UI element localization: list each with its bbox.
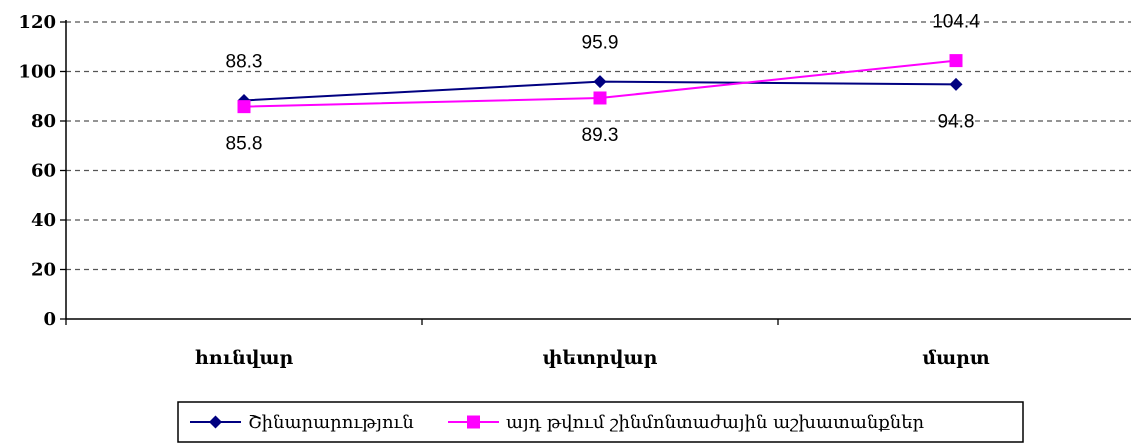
y-tick-label: 100 [18, 62, 56, 83]
data-label: 85.8 [226, 134, 263, 155]
data-point-marker [593, 91, 607, 105]
y-tick-label: 0 [43, 309, 56, 330]
data-label: 104.4 [932, 12, 980, 33]
axes: 0 20 40 60 80 100 120 հունվար փետրվար մարտ [18, 12, 1131, 369]
x-tick-label: մարտ [922, 347, 990, 369]
legend-marker [467, 415, 480, 429]
x-tick-label: փետրվար [543, 347, 658, 369]
data-label: 88.3 [226, 51, 263, 72]
data-point-marker [949, 54, 963, 68]
data-label: 89.3 [582, 125, 619, 146]
legend-box [177, 401, 1024, 443]
data-labels: 88.3 95.9 94.8 85.8 89.3 104.4 [226, 12, 981, 155]
data-label: 94.8 [938, 111, 975, 132]
y-tick-label: 40 [31, 210, 56, 231]
data-label: 95.9 [582, 33, 619, 54]
y-tick-label: 80 [31, 111, 56, 132]
y-tick-label: 60 [31, 161, 56, 182]
legend-label: այդ թվում շինմոնտաժային աշխատանքներ [506, 412, 925, 433]
y-tick-label: 120 [18, 12, 56, 33]
x-tick-label: հունվար [195, 347, 294, 369]
legend: Շինարարություն այդ թվում շինմոնտաժային աշ… [177, 401, 1024, 443]
data-point-marker [593, 75, 607, 89]
data-point-marker [237, 100, 251, 114]
legend-label: Շինարարություն [248, 412, 414, 433]
data-point-marker [949, 77, 963, 91]
y-tick-label: 20 [31, 260, 56, 281]
series-lines [237, 54, 963, 114]
legend-marker [209, 415, 222, 429]
gridlines [66, 21, 1131, 271]
